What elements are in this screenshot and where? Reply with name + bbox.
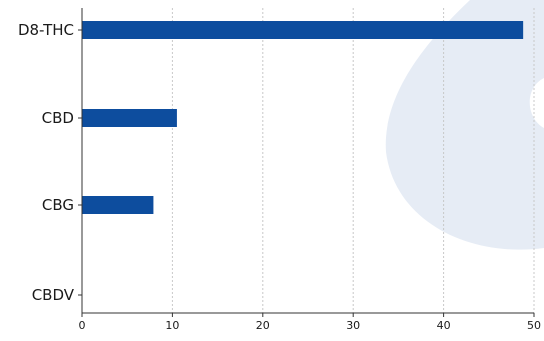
bar bbox=[82, 21, 524, 39]
category-label: CBG bbox=[42, 196, 74, 214]
axis-labels: 0 10 20 30 40 50 D8-THC CBD CBG CBDV bbox=[18, 21, 541, 332]
bars bbox=[82, 21, 524, 214]
x-tick-label: 50 bbox=[527, 319, 541, 332]
category-label: D8-THC bbox=[18, 21, 74, 39]
category-label: CBDV bbox=[32, 286, 75, 304]
x-tick-label: 40 bbox=[437, 319, 451, 332]
bar bbox=[82, 109, 177, 127]
x-tick-label: 30 bbox=[346, 319, 360, 332]
x-tick-label: 10 bbox=[165, 319, 179, 332]
axes bbox=[78, 8, 535, 317]
x-tick-label: 0 bbox=[79, 319, 86, 332]
x-tick-label: 20 bbox=[256, 319, 270, 332]
category-label: CBD bbox=[42, 109, 74, 127]
grid-lines bbox=[171, 8, 535, 313]
bar bbox=[82, 196, 154, 214]
watermark-leaf-shape bbox=[385, 0, 544, 250]
